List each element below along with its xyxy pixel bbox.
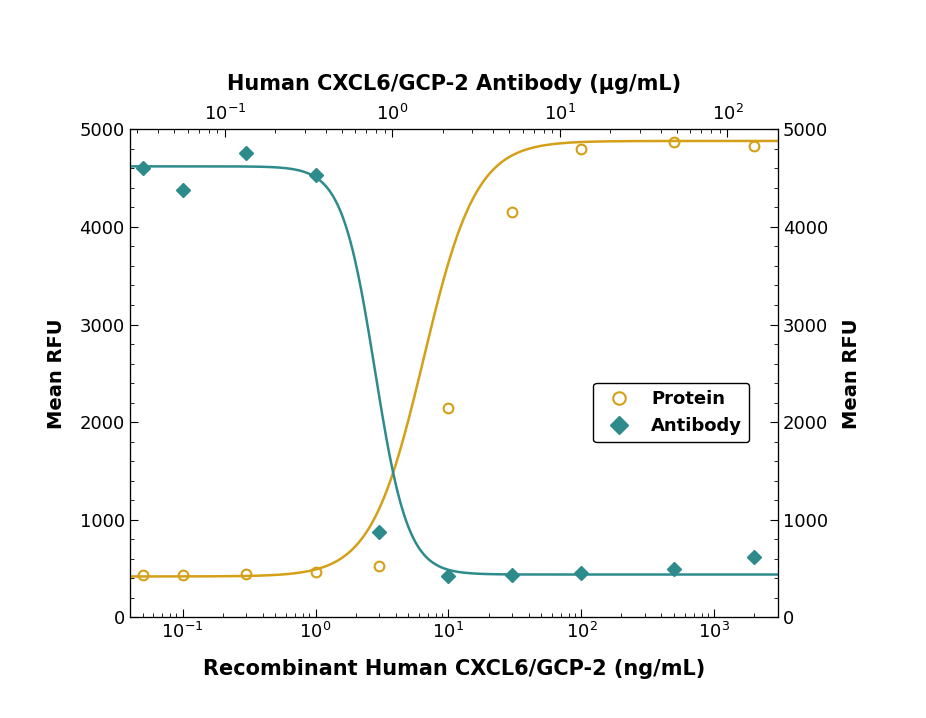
X-axis label: Human CXCL6/GCP-2 Antibody (μg/mL): Human CXCL6/GCP-2 Antibody (μg/mL) <box>227 75 681 94</box>
Y-axis label: Mean RFU: Mean RFU <box>842 318 861 429</box>
Y-axis label: Mean RFU: Mean RFU <box>46 318 66 429</box>
Legend: Protein, Antibody: Protein, Antibody <box>594 383 749 442</box>
X-axis label: Recombinant Human CXCL6/GCP-2 (ng/mL): Recombinant Human CXCL6/GCP-2 (ng/mL) <box>203 659 705 679</box>
